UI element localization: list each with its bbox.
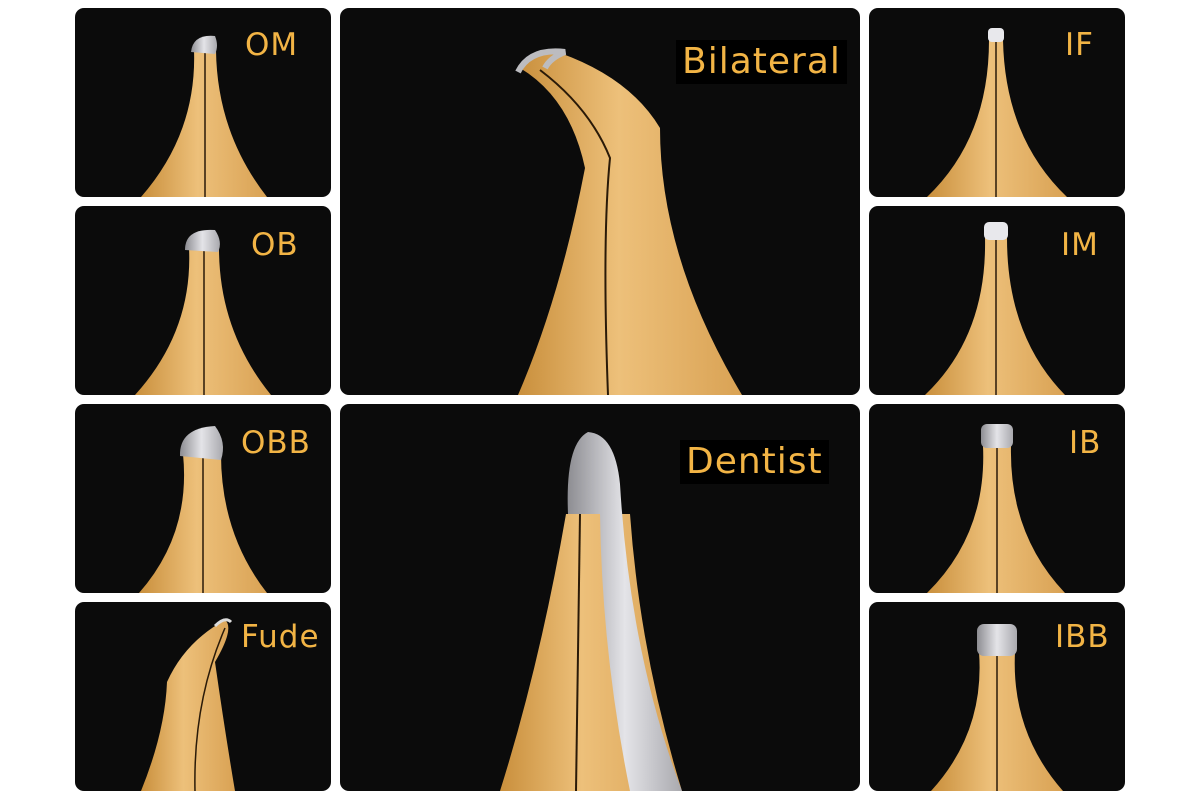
nib-image — [141, 35, 267, 197]
tile-label: Dentist — [680, 440, 829, 484]
tile-label: IBB — [1055, 619, 1110, 655]
tile-om: OM — [75, 8, 331, 197]
nib-image — [515, 48, 742, 395]
nib-image — [927, 424, 1065, 593]
tile-label: IM — [1061, 227, 1099, 263]
tile-im: IM — [869, 206, 1125, 395]
tile-fude: Fude — [75, 602, 331, 791]
tile-label: IB — [1069, 425, 1102, 461]
nib-image — [925, 222, 1065, 395]
nib-image — [139, 426, 267, 593]
tile-label: Fude — [241, 619, 320, 655]
nib-image — [927, 28, 1067, 197]
tile-ob: OB — [75, 206, 331, 395]
tile-ibb: IBB — [869, 602, 1125, 791]
tile-label: OM — [245, 27, 299, 63]
tile-label: IF — [1065, 27, 1094, 63]
tile-if: IF — [869, 8, 1125, 197]
tile-dentist: Dentist — [340, 404, 860, 791]
tile-label: OB — [251, 227, 299, 263]
tile-label: OBB — [241, 425, 311, 461]
nib-image — [135, 229, 271, 395]
tile-bilateral: Bilateral — [340, 8, 860, 395]
tile-label: Bilateral — [676, 40, 847, 84]
tile-ib: IB — [869, 404, 1125, 593]
nib-image — [931, 624, 1063, 791]
nib-image — [500, 432, 682, 791]
tile-obb: OBB — [75, 404, 331, 593]
nib-image — [141, 618, 235, 791]
